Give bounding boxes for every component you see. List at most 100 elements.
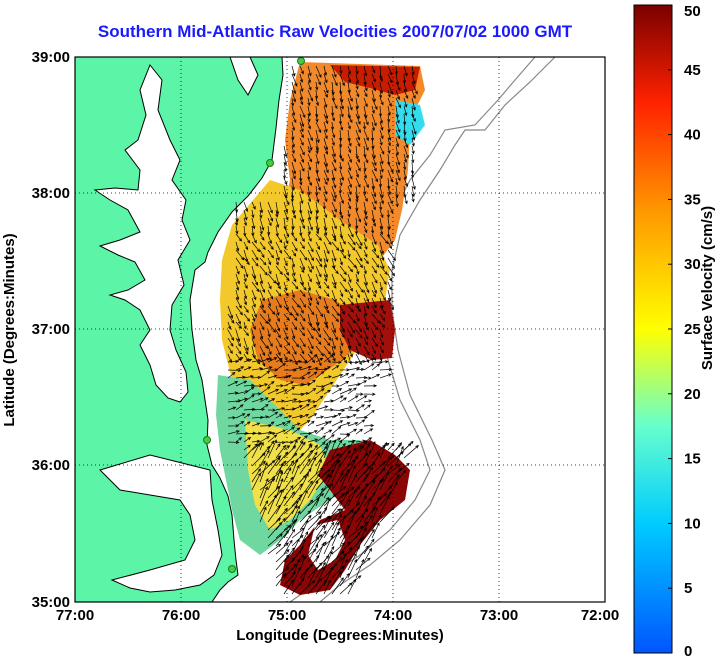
velocity-arrow xyxy=(371,440,376,451)
velocity-arrow xyxy=(315,496,330,515)
velocity-arrow xyxy=(411,97,416,111)
velocity-arrow xyxy=(379,373,392,379)
velocity-arrow xyxy=(347,193,352,203)
velocity-arrow xyxy=(251,257,259,267)
velocity-arrow xyxy=(243,217,247,227)
velocity-arrow xyxy=(347,465,356,483)
velocity-arrow xyxy=(227,337,234,347)
velocity-arrow xyxy=(299,554,307,571)
velocity-arrow xyxy=(235,297,242,309)
chart-title: Southern Mid-Atlantic Raw Velocities 200… xyxy=(97,22,573,41)
velocity-arrow xyxy=(291,427,301,435)
velocity-arrow xyxy=(283,281,288,292)
plot-frame xyxy=(74,56,606,603)
velocity-arrow xyxy=(371,249,380,259)
velocity-arrow xyxy=(267,249,274,259)
velocity-arrow xyxy=(347,177,353,189)
velocity-arrow xyxy=(307,153,312,163)
velocity-arrow xyxy=(299,305,304,314)
velocity-arrow xyxy=(371,105,375,114)
velocity-arrow xyxy=(331,233,337,242)
velocity-arrow xyxy=(347,97,353,111)
velocity-arrow xyxy=(355,392,364,396)
velocity-arrow xyxy=(275,249,280,262)
velocity-arrow xyxy=(363,479,376,499)
velocity-arrow xyxy=(363,273,368,286)
velocity-arrow xyxy=(323,420,332,427)
velocity-arrow xyxy=(355,380,368,387)
velocity-arrow xyxy=(307,438,319,443)
velocity-arrow xyxy=(331,265,339,275)
velocity-arrow xyxy=(411,81,418,95)
velocity-arrow xyxy=(363,423,375,428)
albemarle-sound xyxy=(99,454,223,593)
velocity-arrow xyxy=(267,265,272,275)
velocity-arrow xyxy=(323,273,328,282)
velocity-arrow xyxy=(371,89,376,103)
velocity-arrow xyxy=(371,121,376,132)
velocity-arrow xyxy=(355,257,363,269)
velocity-arrow xyxy=(363,345,370,356)
velocity-arrow xyxy=(331,137,335,147)
velocity-arrow xyxy=(363,177,369,189)
velocity-arrow xyxy=(291,137,295,148)
velocity-arrow xyxy=(403,65,408,77)
velocity-arrow xyxy=(347,225,354,238)
velocity-arrow xyxy=(323,562,338,579)
velocity-arrow xyxy=(259,305,266,314)
velocity-arrow xyxy=(347,455,358,475)
velocity-arrow xyxy=(291,577,305,595)
velocity-arrow xyxy=(355,129,361,141)
velocity-arrow xyxy=(323,177,328,186)
velocity-arrow xyxy=(235,397,248,403)
velocity-arrow xyxy=(379,485,393,499)
velocity-arrow xyxy=(355,495,367,515)
velocity-arrow xyxy=(235,356,244,363)
velocity-arrow xyxy=(291,505,300,523)
velocity-arrow xyxy=(299,531,309,547)
velocity-arrow xyxy=(347,321,355,334)
velocity-arrow xyxy=(323,474,332,491)
velocity-arrow xyxy=(339,490,349,507)
velocity-arrow xyxy=(379,145,385,155)
velocity-arrow xyxy=(251,337,256,348)
velocity-arrow xyxy=(331,169,336,182)
velocity-arrow xyxy=(363,289,370,303)
velocity-arrow xyxy=(323,305,330,314)
velocity-arrow xyxy=(275,329,281,339)
velocity-arrow xyxy=(355,444,362,451)
velocity-arrow xyxy=(387,121,391,133)
velocity-arrow xyxy=(267,533,283,547)
velocity-arrow xyxy=(347,545,361,563)
velocity-arrow xyxy=(347,366,361,371)
velocity-arrow xyxy=(251,305,257,318)
velocity-arrow xyxy=(339,524,350,539)
velocity-arrow xyxy=(339,169,345,182)
velocity-arrow xyxy=(331,281,337,289)
velocity-arrow xyxy=(323,121,328,133)
velocity-arrow xyxy=(275,407,286,411)
velocity-arrow xyxy=(259,217,265,231)
velocity-arrow xyxy=(307,566,318,587)
velocity-arrow xyxy=(307,209,312,221)
velocity-arrow xyxy=(411,193,415,203)
velocity-arrow xyxy=(307,273,312,283)
velocity-arrow xyxy=(259,225,263,235)
velocity-arrow xyxy=(315,297,320,306)
velocity-arrow xyxy=(283,381,294,387)
velocity-arrow xyxy=(363,428,374,435)
velocity-arrow xyxy=(282,169,287,180)
velocity-arrow xyxy=(387,193,393,205)
velocity-arrow xyxy=(299,371,311,379)
colorbar-tick-label: 25 xyxy=(684,321,701,338)
velocity-arrow xyxy=(243,305,249,314)
velocity-arrow xyxy=(379,129,384,140)
velocity-arrow xyxy=(315,450,326,467)
velocity-arrow xyxy=(315,185,319,196)
velocity-arrow xyxy=(307,113,311,123)
velocity-arrow xyxy=(235,241,240,252)
velocity-arrow xyxy=(339,449,351,467)
velocity-arrow xyxy=(243,273,247,283)
velocity-arrow xyxy=(379,209,384,219)
